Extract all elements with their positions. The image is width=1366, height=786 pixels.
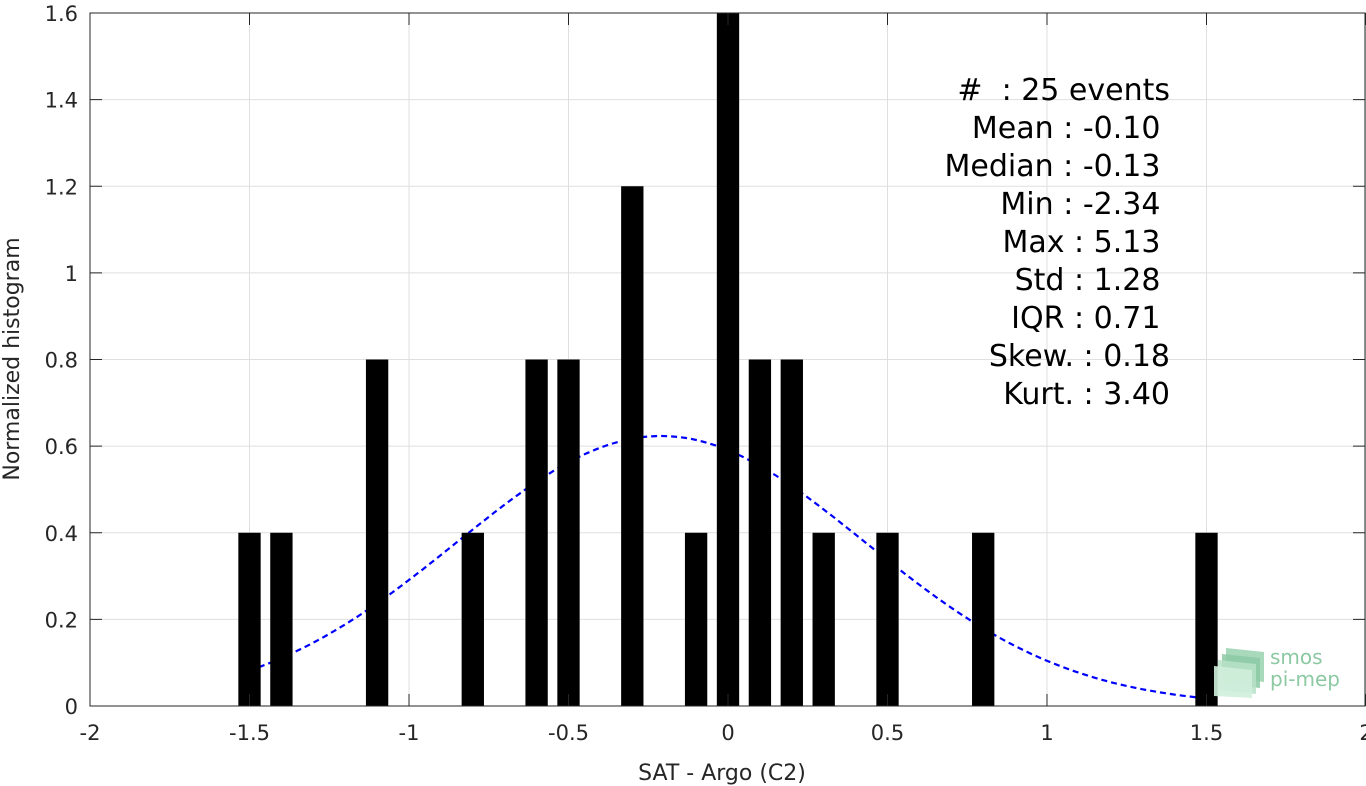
gaussian-fit [249, 434, 1207, 700]
y-tick-label: 1.2 [45, 175, 78, 199]
x-tick-label: 0.5 [871, 721, 904, 745]
y-tick-label: 0 [65, 695, 78, 719]
stat-mean: Mean : -0.10 [971, 111, 1170, 146]
y-tick-label: 1.6 [45, 2, 78, 26]
logo-text-line2: pi-mep [1270, 667, 1340, 691]
histogram-bar-2 [365, 359, 389, 706]
stat-iqr: IQR : 0.71 [1011, 301, 1170, 336]
y-tick-label: 1.4 [45, 89, 78, 113]
y-axis-label: Normalized histogram [0, 237, 25, 480]
histogram-bar-14 [1195, 532, 1218, 706]
histogram-bar-7 [684, 532, 708, 706]
histogram-bar-5 [557, 359, 580, 706]
x-tick-label: -1.5 [229, 721, 270, 745]
histogram-bar-4 [525, 359, 548, 706]
smos-pimep-logo: smos pi-mep [1214, 642, 1354, 698]
y-tick-label: 0.8 [45, 349, 78, 373]
histogram-bar-3 [461, 532, 484, 706]
histogram-bar-1 [270, 532, 293, 706]
x-tick-label: 0 [721, 721, 734, 745]
histogram-bar-12 [876, 532, 899, 706]
y-tick-label: 0.6 [45, 435, 78, 459]
x-tick-labels: -2 -1.5 -1 -0.5 0 0.5 1 1.5 2 [80, 721, 1366, 745]
stat-max: Max : 5.13 [1002, 225, 1170, 260]
axes-box [89, 12, 1366, 707]
histogram-bar-11 [812, 532, 835, 706]
stat-median: Median : -0.13 [944, 149, 1170, 184]
y-tick-label: 0.2 [45, 608, 78, 632]
gaussian-fit-line [249, 434, 1207, 700]
x-tick-label: 2 [1359, 721, 1366, 745]
y-tick-label: 0.4 [45, 522, 78, 546]
x-tick-label: -2 [80, 721, 101, 745]
histogram-bar-13 [972, 532, 995, 706]
histogram-bar-6 [621, 186, 644, 706]
logo-text-line1: smos [1270, 645, 1323, 669]
histogram-bar-8 [716, 13, 740, 706]
statistics-box: # : 25 events Mean : -0.10 Median : -0.1… [860, 72, 1170, 414]
x-tick-label: -0.5 [548, 721, 589, 745]
x-tick-label: 1 [1040, 721, 1053, 745]
stat-std: Std : 1.28 [1014, 263, 1170, 298]
stat-skew: Skew. : 0.18 [988, 339, 1170, 374]
stat-min: Min : -2.34 [1000, 187, 1170, 222]
histogram-bar-0 [238, 532, 261, 706]
x-axis-label: SAT - Argo (C2) [638, 761, 806, 786]
y-tick-label: 1 [65, 262, 78, 286]
x-tick-label: -1 [399, 721, 420, 745]
x-tick-label: 1.5 [1190, 721, 1223, 745]
stat-count: # : 25 events [957, 73, 1170, 108]
stat-kurt: Kurt. : 3.40 [1003, 377, 1170, 412]
histogram-bar-9 [748, 359, 772, 706]
logo-waves-icon [1214, 648, 1264, 698]
histogram-bar-10 [780, 359, 803, 706]
histogram-bars [238, 13, 1218, 706]
y-tick-labels: 0 0.2 0.4 0.6 0.8 1 1.2 1.4 1.6 [45, 2, 78, 719]
